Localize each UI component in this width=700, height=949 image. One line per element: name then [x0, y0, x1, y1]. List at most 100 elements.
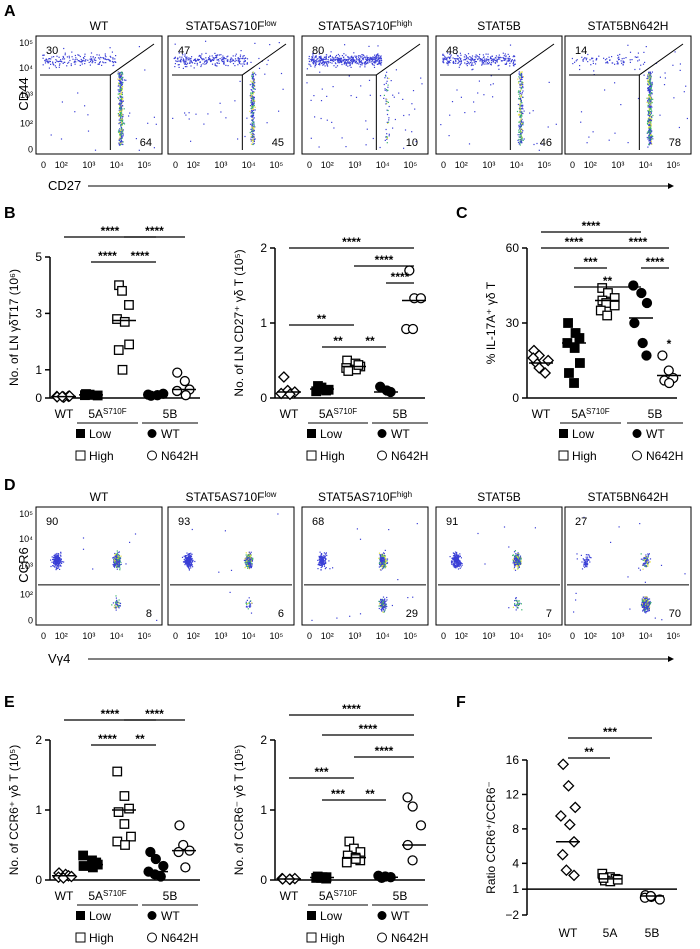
flow-event — [514, 560, 516, 562]
flow-event — [515, 555, 517, 557]
flow-event — [385, 607, 387, 609]
flow-event — [384, 605, 386, 607]
flow-event — [487, 56, 489, 58]
flow-event — [514, 565, 516, 567]
flow-event — [57, 567, 59, 569]
flow-event — [457, 563, 459, 565]
flow-event — [442, 60, 444, 62]
flow-event — [251, 116, 253, 118]
flow-event — [120, 104, 122, 106]
flow-event — [522, 112, 524, 115]
flow-event — [251, 105, 253, 107]
flow-event — [253, 104, 255, 107]
flow-event — [91, 59, 93, 61]
flow-event — [122, 135, 124, 137]
flow-event — [117, 551, 119, 554]
flow-event — [252, 123, 254, 125]
flow-event — [218, 54, 221, 56]
flow-event — [442, 54, 444, 56]
flow-event — [144, 69, 146, 71]
flow-plot-title: STAT5B — [477, 490, 521, 504]
flow-event — [385, 74, 387, 76]
flow-event — [251, 74, 253, 76]
flow-event — [254, 126, 256, 128]
flow-event — [379, 554, 381, 556]
flow-event — [186, 552, 188, 554]
flow-event — [519, 127, 521, 129]
flow-event — [312, 55, 314, 57]
flow-event — [652, 135, 654, 137]
flow-event — [516, 600, 518, 602]
flow-event — [99, 61, 101, 64]
flow-event — [371, 58, 373, 60]
flow-event — [647, 87, 649, 89]
flow-event — [222, 60, 224, 62]
y-tick-label: 10⁴ — [19, 63, 33, 73]
x-tick-label: 0 — [307, 160, 312, 170]
flow-event — [456, 558, 459, 560]
flow-event — [460, 62, 462, 64]
flow-event — [650, 142, 652, 144]
flow-event — [43, 54, 45, 56]
flow-event — [250, 605, 252, 607]
flow-event — [381, 561, 383, 563]
flow-event — [459, 563, 461, 565]
flow-event — [119, 137, 121, 140]
flow-event — [351, 63, 353, 65]
flow-event — [606, 61, 608, 64]
flow-event — [384, 88, 386, 90]
flow-event — [81, 63, 83, 65]
flow-event — [59, 558, 61, 560]
flow-event — [118, 72, 120, 74]
flow-event — [339, 61, 341, 63]
flow-event — [647, 138, 649, 140]
flow-event — [338, 58, 340, 60]
flow-event — [465, 59, 467, 61]
flow-event — [82, 57, 85, 59]
flow-event — [380, 560, 382, 562]
flow-event — [186, 558, 189, 560]
flow-event — [67, 62, 69, 64]
flow-event — [319, 562, 321, 564]
flow-event — [120, 137, 122, 139]
flow-event — [412, 90, 415, 92]
flow-event — [384, 89, 386, 91]
flow-event — [247, 554, 249, 556]
flow-event — [64, 61, 66, 63]
flow-event — [153, 147, 155, 149]
flow-event — [239, 58, 241, 60]
flow-event — [56, 564, 58, 566]
x-tick-label: 10² — [321, 160, 334, 170]
flow-event — [119, 131, 121, 133]
flow-event — [496, 59, 498, 61]
flow-event — [521, 124, 523, 126]
flow-event — [252, 99, 255, 101]
flow-event — [383, 611, 385, 613]
flow-event — [456, 565, 458, 567]
flow-event — [227, 55, 229, 57]
flow-event — [649, 112, 651, 114]
flow-event — [200, 55, 202, 57]
flow-event — [47, 62, 49, 64]
flow-event — [249, 95, 251, 97]
flow-event — [213, 59, 215, 61]
flow-event — [253, 121, 255, 124]
flow-event — [118, 144, 121, 146]
flow-event — [207, 59, 210, 61]
flow-event — [120, 563, 122, 565]
flow-event — [649, 120, 651, 122]
flow-event — [519, 120, 521, 122]
flow-event — [451, 563, 453, 565]
flow-event — [254, 82, 256, 84]
flow-event — [640, 604, 643, 606]
flow-event — [517, 553, 519, 555]
flow-event — [250, 138, 252, 140]
flow-event — [504, 53, 506, 55]
flow-event — [484, 58, 486, 60]
flow-event — [520, 108, 522, 110]
flow-event — [344, 61, 346, 63]
x-tick-label: 10² — [455, 160, 468, 170]
flow-event — [457, 55, 459, 57]
flow-event — [117, 93, 119, 95]
flow-event — [649, 84, 652, 86]
